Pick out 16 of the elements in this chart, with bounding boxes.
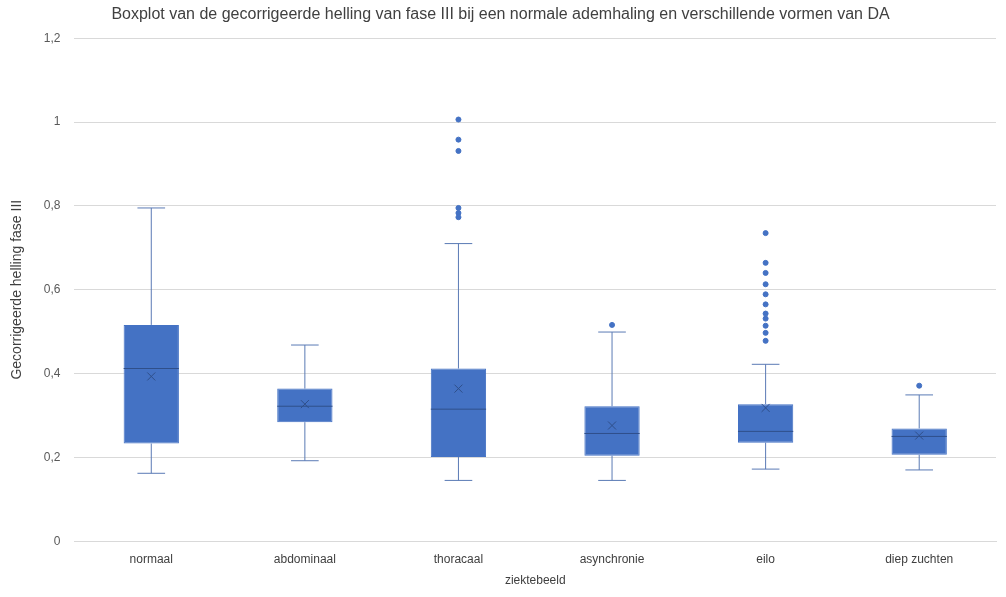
x-tick-label: abdominaal [273, 551, 336, 566]
x-tick-label: eilo [756, 551, 776, 566]
x-axis-title: ziektebeeld [504, 573, 566, 588]
x-tick-label: thoracaal [433, 551, 484, 566]
y-tick-label: 1 [53, 114, 61, 129]
y-tick-label: 0 [53, 533, 61, 548]
x-tick-label: asynchronie [579, 551, 645, 566]
y-tick-label: 0,8 [43, 198, 61, 213]
chart-title: Boxplot van de gecorrigeerde helling van fase III bij een normale ademhaling en verschillende vormen van DA [111, 5, 890, 23]
x-tick-label: diep zuchten [885, 551, 954, 566]
y-axis-title: Gecorrigeerde helling fase III [8, 199, 25, 380]
x-tick-label: normaal [129, 551, 173, 566]
y-tick-label: 0,2 [43, 449, 61, 464]
y-tick-label: 1,2 [43, 30, 61, 45]
y-tick-label: 0,4 [43, 365, 61, 380]
y-tick-label: 0,6 [43, 282, 61, 297]
